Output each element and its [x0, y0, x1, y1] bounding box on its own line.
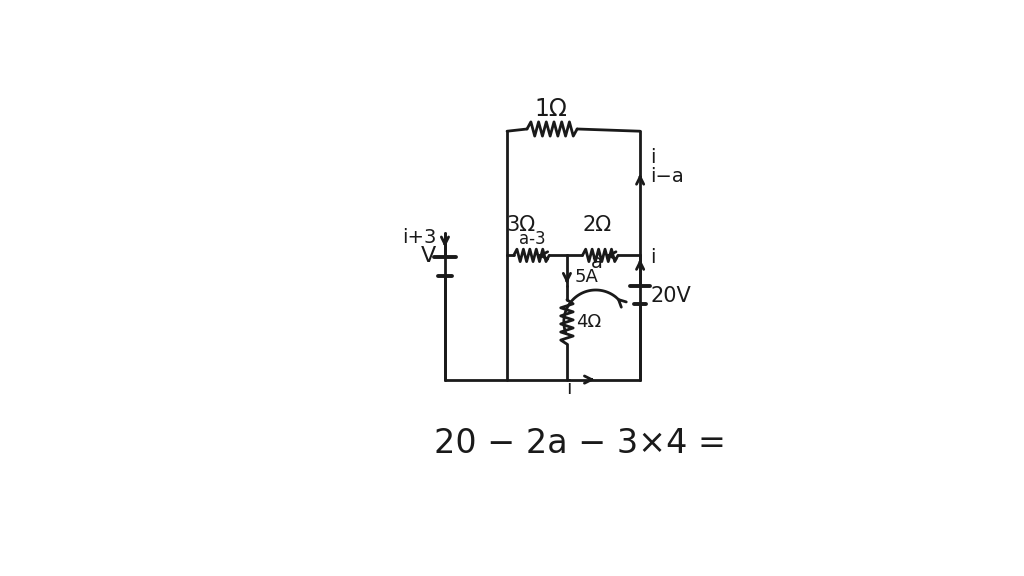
Text: i−a: i−a [650, 167, 684, 186]
Text: i: i [650, 248, 655, 267]
Text: 20V: 20V [650, 286, 691, 306]
Text: 5A: 5A [574, 268, 598, 286]
Text: 1Ω: 1Ω [535, 97, 567, 121]
Text: i: i [650, 149, 655, 167]
Text: a-3: a-3 [518, 230, 545, 248]
Text: i+3: i+3 [401, 228, 436, 247]
Text: 4Ω: 4Ω [575, 313, 601, 331]
Text: 3Ω: 3Ω [507, 215, 536, 235]
Text: V: V [421, 247, 436, 266]
Text: 2Ω: 2Ω [583, 215, 611, 235]
Text: a: a [591, 253, 603, 272]
Text: 20 − 2a − 3×4 =: 20 − 2a − 3×4 = [434, 427, 726, 460]
Text: i: i [566, 379, 571, 398]
